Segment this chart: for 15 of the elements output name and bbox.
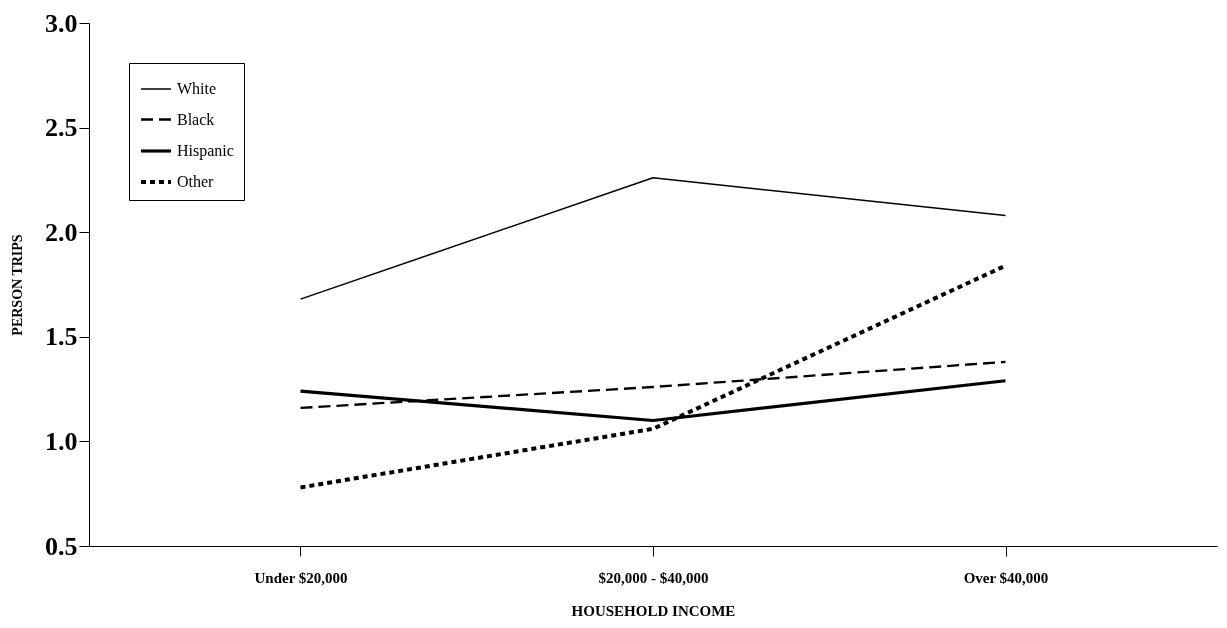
y-tick-label: 0.5 — [45, 531, 78, 561]
y-tick-label: 2.5 — [45, 113, 78, 143]
y-tick-label: 1.0 — [45, 426, 78, 456]
y-tick-label: 1.5 — [45, 322, 78, 352]
legend-label: White — [177, 80, 217, 97]
legend-label: Black — [177, 110, 215, 128]
y-tick-label: 3.0 — [45, 8, 78, 38]
y-axis-title: PERSON TRIPS — [10, 234, 25, 336]
x-tick-label: Under $20,000 — [254, 569, 348, 586]
y-tick-label: 2.0 — [45, 217, 78, 247]
x-tick-label: Over $40,000 — [963, 569, 1049, 586]
x-axis-title: HOUSEHOLD INCOME — [571, 602, 736, 619]
legend-label: Hispanic — [177, 142, 234, 160]
legend-label: Other — [177, 173, 215, 190]
x-tick-label: $20,000 - $40,000 — [598, 569, 709, 586]
